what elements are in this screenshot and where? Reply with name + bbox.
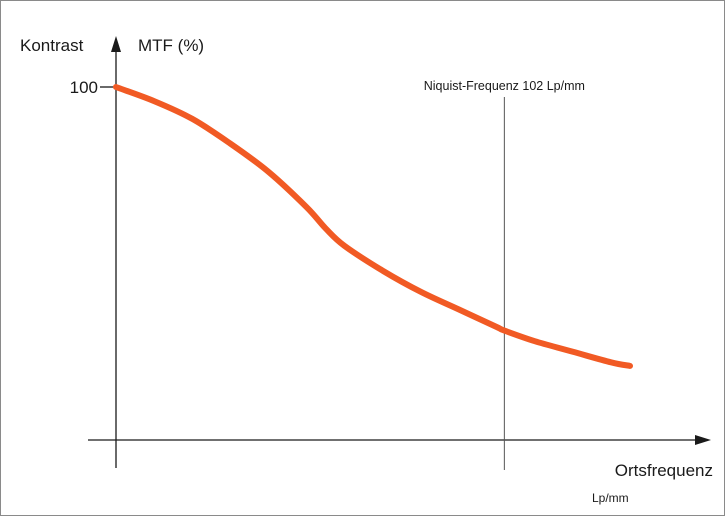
x-axis-unit: Lp/mm (592, 491, 629, 505)
chart-marks: 100 Niquist-Frequenz 102 Lp/mm (70, 78, 633, 470)
x-axis-arrow (695, 435, 711, 445)
y-axis-arrow (111, 36, 121, 52)
mtf-curve (113, 84, 633, 369)
nyquist-label: Niquist-Frequenz 102 Lp/mm (424, 79, 585, 93)
x-axis-label: Ortsfrequenz (615, 461, 713, 480)
y-tick-label: 100 (70, 78, 98, 97)
y-axis-label-left: Kontrast (20, 36, 84, 55)
y-axis-label: MTF (%) (138, 36, 204, 55)
